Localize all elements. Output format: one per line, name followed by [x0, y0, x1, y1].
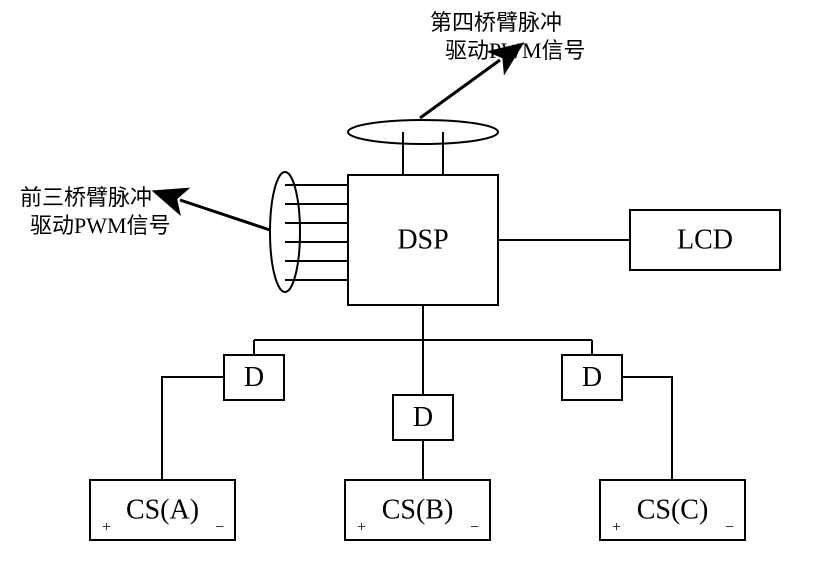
- cs-c-minus-icon: −: [725, 519, 734, 536]
- cs-b-block: CS(B) + −: [345, 480, 490, 540]
- dsp-label: DSP: [397, 225, 448, 256]
- dsp-block: DSP: [348, 175, 498, 305]
- left-bus-ellipse: [270, 172, 300, 292]
- cs-c-label: CS(C): [637, 495, 709, 526]
- cs-a-minus-icon: −: [215, 519, 224, 536]
- top-bus-ellipse: [348, 120, 498, 144]
- wire-dright-csc: [622, 377, 672, 480]
- cs-c-block: CS(C) + −: [600, 480, 745, 540]
- top-label-line1: 第四桥臂脉冲: [430, 10, 562, 35]
- left-bus-lines: [285, 185, 348, 280]
- cs-a-plus-icon: +: [102, 519, 111, 536]
- lcd-label: LCD: [677, 225, 733, 256]
- d-right-label: D: [582, 362, 602, 393]
- cs-b-minus-icon: −: [470, 519, 479, 536]
- top-bus-lines: [403, 132, 443, 175]
- d-left-block: D: [224, 355, 284, 400]
- d-right-block: D: [562, 355, 622, 400]
- top-label-line2: 驱动PWM信号: [445, 38, 586, 63]
- cs-a-block: CS(A) + −: [90, 480, 235, 540]
- left-label-line1: 前三桥臂脉冲: [20, 185, 152, 210]
- d-mid-block: D: [393, 395, 453, 440]
- lcd-block: LCD: [630, 210, 780, 270]
- cs-b-plus-icon: +: [357, 519, 366, 536]
- d-mid-label: D: [413, 402, 433, 433]
- cs-a-label: CS(A): [126, 495, 199, 526]
- left-arrow: [180, 200, 270, 230]
- cs-b-label: CS(B): [382, 495, 454, 526]
- cs-c-plus-icon: +: [612, 519, 621, 536]
- top-arrow: [420, 60, 500, 118]
- wire-dleft-csa: [162, 377, 224, 480]
- d-left-label: D: [244, 362, 264, 393]
- left-label-line2: 驱动PWM信号: [30, 213, 171, 238]
